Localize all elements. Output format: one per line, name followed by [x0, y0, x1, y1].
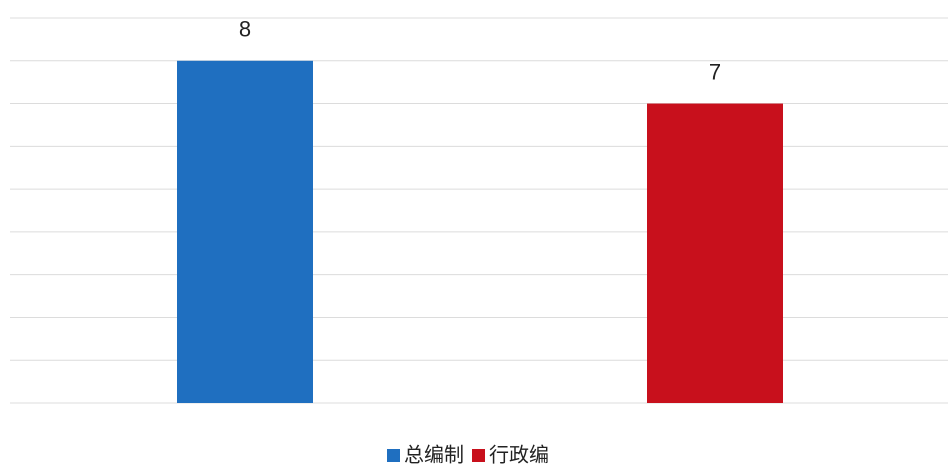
value-label: 7 [709, 59, 721, 84]
legend-label: 总编制 [404, 443, 464, 466]
legend: 总编制 行政编 [387, 443, 549, 466]
legend-swatch [472, 449, 485, 462]
legend-label: 行政编 [489, 443, 549, 466]
bar [647, 103, 783, 404]
bar [177, 60, 313, 404]
value-label: 8 [239, 17, 251, 42]
legend-swatch [387, 449, 400, 462]
